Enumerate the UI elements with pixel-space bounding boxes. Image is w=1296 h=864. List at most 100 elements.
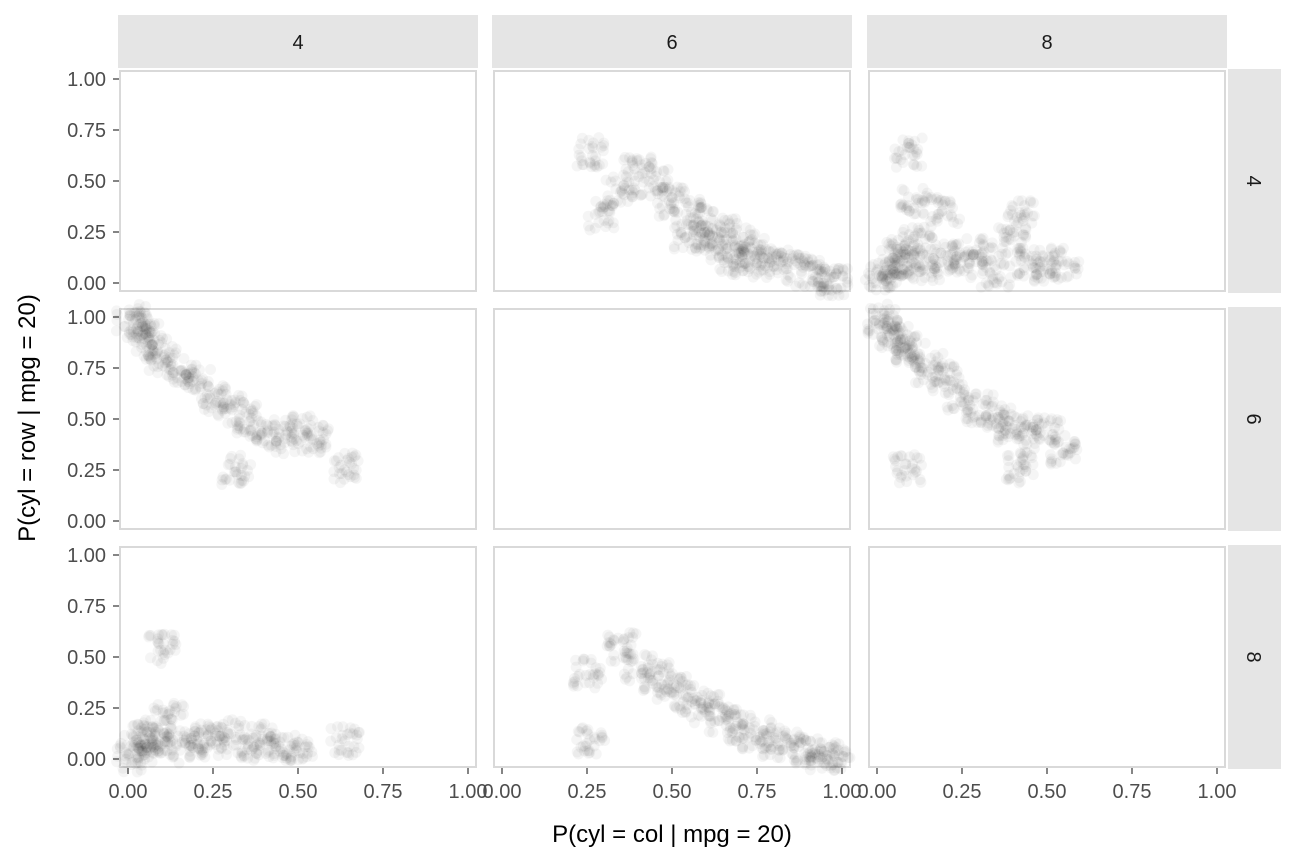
data-point [930, 261, 942, 273]
data-point [758, 749, 770, 761]
data-point [748, 250, 760, 262]
data-point [621, 653, 633, 665]
data-point [756, 248, 768, 260]
data-point [339, 447, 351, 459]
data-point [589, 682, 601, 694]
data-point [604, 640, 616, 652]
data-point [904, 141, 916, 153]
data-point [889, 337, 901, 349]
data-point [665, 197, 677, 209]
data-point [272, 423, 284, 435]
data-point [701, 203, 713, 215]
data-point [973, 249, 985, 261]
data-point [128, 736, 140, 748]
data-point [798, 257, 810, 269]
data-point [943, 259, 955, 271]
data-point [1051, 414, 1063, 426]
data-point [691, 238, 703, 250]
data-point [880, 264, 892, 276]
data-point [165, 713, 177, 725]
data-point [147, 748, 159, 760]
data-point [251, 399, 263, 411]
data-point [176, 364, 188, 376]
data-point [1049, 431, 1061, 443]
data-point [1027, 261, 1039, 273]
data-point [130, 748, 142, 760]
data-point [133, 308, 145, 320]
data-point [894, 328, 906, 340]
data-point [722, 214, 734, 226]
data-point [933, 365, 945, 377]
data-point [911, 146, 923, 158]
data-point [1038, 275, 1050, 287]
data-point [931, 191, 943, 203]
data-point [982, 279, 994, 291]
data-point [703, 242, 715, 254]
data-point [1027, 210, 1039, 222]
facet-panels [110, 70, 1226, 778]
data-point [654, 176, 666, 188]
data-point [150, 737, 162, 749]
data-point [577, 653, 589, 665]
data-point [133, 752, 145, 764]
data-point [1053, 255, 1065, 267]
data-point [227, 401, 239, 413]
data-point [160, 354, 172, 366]
data-point [914, 361, 926, 373]
data-point [707, 239, 719, 251]
data-point [589, 155, 601, 167]
data-point [729, 723, 741, 735]
data-point [749, 720, 761, 732]
data-point [201, 389, 213, 401]
data-point [288, 411, 300, 423]
data-point [943, 374, 955, 386]
data-point [903, 135, 915, 147]
data-point [747, 271, 759, 283]
data-point [157, 727, 169, 739]
data-point [618, 645, 630, 657]
data-point [675, 227, 687, 239]
data-point [818, 277, 830, 289]
data-point [270, 431, 282, 443]
data-point [189, 722, 201, 734]
data-point [996, 248, 1008, 260]
data-point [916, 362, 928, 374]
data-point [653, 670, 665, 682]
data-point [1011, 426, 1023, 438]
data-point [892, 253, 904, 265]
data-point [633, 171, 645, 183]
data-point [1032, 412, 1044, 424]
data-point [265, 439, 277, 451]
data-point [330, 455, 342, 467]
data-point [726, 213, 738, 225]
data-point [236, 747, 248, 759]
data-point [161, 745, 173, 757]
data-point [618, 633, 630, 645]
data-point [184, 749, 196, 761]
data-point [1054, 456, 1066, 468]
data-point [130, 310, 142, 322]
data-point [912, 227, 924, 239]
data-point [616, 185, 628, 197]
data-point [144, 325, 156, 337]
data-point [705, 249, 717, 261]
data-point [152, 698, 164, 710]
data-point [159, 735, 171, 747]
data-point [673, 190, 685, 202]
data-point [262, 439, 274, 451]
data-point [908, 159, 920, 171]
data-point [143, 350, 155, 362]
y-tick-label: 0.75 [67, 596, 106, 618]
data-point [248, 740, 260, 752]
data-point [967, 395, 979, 407]
data-point [224, 452, 236, 464]
data-point [182, 376, 194, 388]
data-point [865, 261, 877, 273]
data-point [812, 281, 824, 293]
data-point [1019, 206, 1031, 218]
data-point [899, 238, 911, 250]
data-point [755, 259, 767, 271]
data-point [242, 464, 254, 476]
data-point [330, 732, 342, 744]
data-point [906, 351, 918, 363]
